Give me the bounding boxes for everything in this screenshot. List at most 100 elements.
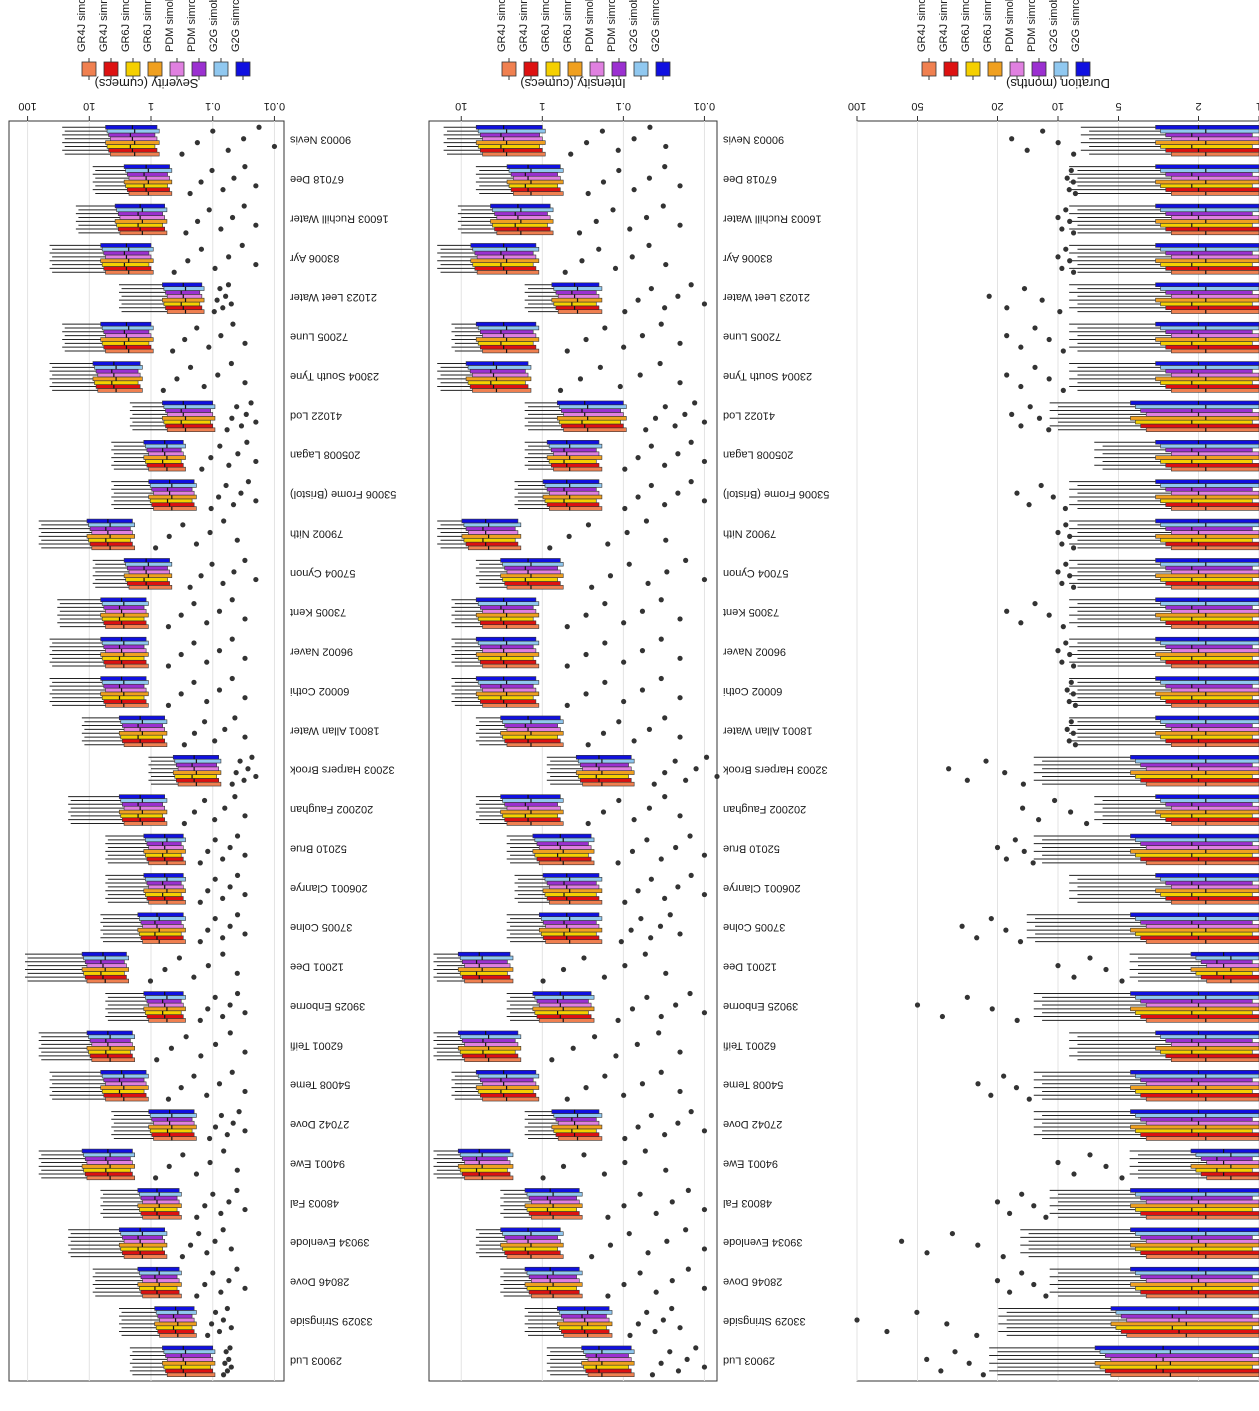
box [118, 1242, 168, 1248]
outlier-point [657, 360, 663, 367]
outlier-point [1036, 415, 1043, 421]
box [1160, 734, 1253, 740]
outlier-point [642, 951, 648, 957]
outlier-point [662, 895, 668, 902]
outlier-point [199, 466, 205, 472]
category-group: 33029 Stringside [854, 1306, 1259, 1338]
box [1195, 955, 1259, 961]
box [166, 427, 216, 432]
box [1135, 931, 1253, 937]
box [542, 873, 600, 878]
box [1155, 125, 1259, 130]
box [587, 1357, 632, 1362]
box [1135, 1286, 1253, 1291]
box [1165, 250, 1253, 256]
outlier-point [605, 1214, 611, 1220]
outlier-point [215, 372, 221, 378]
box [1160, 640, 1259, 646]
legend-label: GR4J simrcm [938, 0, 950, 52]
box [475, 597, 537, 602]
outlier-point [242, 1128, 248, 1134]
outlier-point [616, 167, 622, 174]
outlier-point [701, 852, 708, 858]
category-label: 37005 Colne [723, 921, 785, 933]
outlier-point [647, 124, 653, 130]
box [549, 900, 603, 905]
box [149, 1128, 193, 1134]
outlier-point [1032, 325, 1038, 331]
box [101, 616, 145, 622]
outlier-point [234, 833, 241, 839]
outlier-point [245, 479, 252, 485]
box [88, 522, 135, 528]
outlier-point [645, 1250, 651, 1256]
outlier-point [253, 183, 259, 189]
outlier-point [1009, 411, 1015, 417]
outlier-point [949, 1230, 956, 1237]
outlier-point [692, 400, 698, 406]
box [100, 243, 152, 248]
box [145, 876, 186, 882]
outlier-point [212, 1041, 219, 1047]
outlier-point [669, 1278, 675, 1284]
box [1130, 1266, 1259, 1272]
outlier-point [599, 128, 606, 134]
box [557, 309, 603, 314]
box [1140, 998, 1253, 1004]
outlier-point [644, 994, 650, 1000]
box [1206, 978, 1259, 984]
outlier-point [621, 1203, 627, 1209]
legend-item: GR4J simrcm [938, 0, 959, 80]
box [477, 695, 534, 700]
legend-item: GR6J simobs [540, 0, 561, 80]
outlier-point [648, 1112, 654, 1119]
box [100, 321, 152, 327]
box [163, 286, 205, 291]
outlier-point [228, 1325, 234, 1331]
category-group: 96002 Naver [49, 636, 353, 669]
box [1145, 860, 1259, 866]
outlier-point [703, 754, 710, 760]
outlier-point [615, 1017, 621, 1023]
box [502, 1231, 564, 1236]
box [1171, 687, 1259, 693]
outlier-point [217, 285, 223, 292]
box [1135, 1207, 1253, 1212]
box [1160, 719, 1259, 724]
box [1160, 365, 1259, 370]
category-label: 33029 Stringside [723, 1315, 806, 1327]
outlier-point [677, 380, 683, 386]
box [500, 558, 561, 563]
outlier-point [924, 1250, 930, 1256]
outlier-point [637, 372, 643, 378]
outlier-point [229, 781, 235, 787]
box [558, 404, 627, 409]
outlier-point [629, 848, 636, 854]
legend-label: PDM simobs [1004, 0, 1016, 52]
box [101, 640, 149, 646]
outlier-point [1021, 285, 1028, 292]
outlier-point [577, 376, 584, 382]
box [1165, 880, 1253, 886]
box [1155, 361, 1259, 366]
outlier-point [564, 624, 570, 630]
category-label: 16003 Ruchill Water [723, 212, 822, 224]
box [546, 455, 603, 460]
box [122, 1235, 163, 1240]
box [464, 1175, 514, 1181]
box [110, 136, 158, 141]
box [148, 451, 184, 456]
category-group: 205008 Lagan [1094, 440, 1259, 472]
category-group: 29003 Lud [129, 1345, 342, 1378]
box [1171, 294, 1259, 299]
outlier-point [1006, 1289, 1013, 1295]
outlier-point [205, 888, 211, 894]
box [457, 1164, 514, 1169]
box [1145, 412, 1259, 417]
box [142, 939, 186, 944]
box [1165, 305, 1259, 311]
outlier-point [1055, 140, 1061, 146]
category-label: 60002 Cothi [723, 685, 782, 697]
outlier-point [675, 490, 681, 496]
